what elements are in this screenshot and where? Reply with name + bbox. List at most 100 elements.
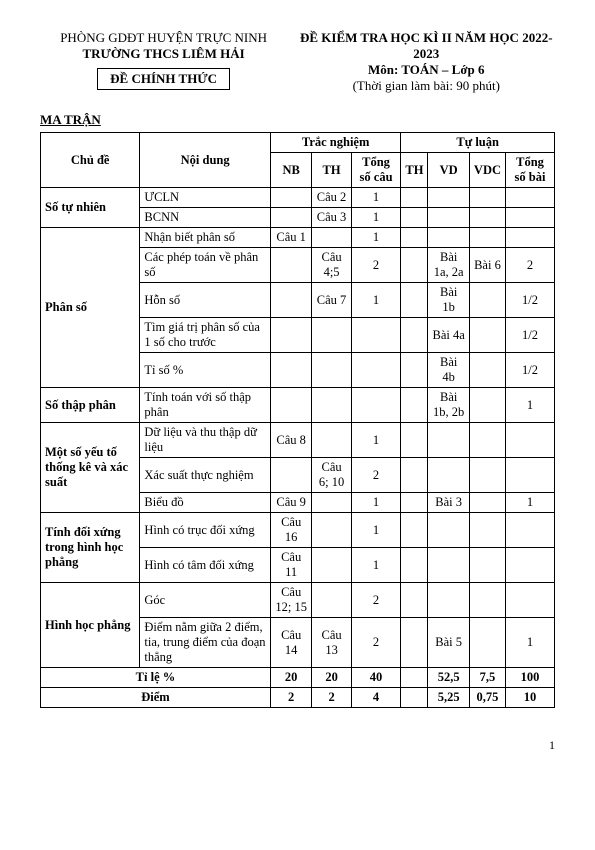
cell-nb — [270, 318, 312, 353]
cell-noi_dung: Hình có tâm đối xứng — [140, 548, 271, 583]
col-tu-luan: Tự luận — [401, 133, 555, 153]
cell-vdc — [469, 458, 505, 493]
cell-tong_bai — [506, 548, 555, 583]
cell-th2 — [401, 283, 428, 318]
cell-vdc — [469, 228, 505, 248]
cell-tong_bai — [506, 208, 555, 228]
cell-th1 — [312, 583, 351, 618]
cell-noi_dung: Biểu đồ — [140, 493, 271, 513]
exam-duration: (Thời gian làm bài: 90 phút) — [298, 78, 556, 94]
cell-nb: Câu 12; 15 — [270, 583, 312, 618]
official-label-box: ĐỀ CHÍNH THỨC — [97, 68, 230, 90]
exam-title: ĐỀ KIỂM TRA HỌC KÌ II NĂM HỌC 2022-2023 — [298, 30, 556, 62]
cell-nb — [270, 388, 312, 423]
cell-th1: Câu 6; 10 — [312, 458, 351, 493]
footer-row: Điểm2245,250,7510 — [41, 688, 555, 708]
chu-de-cell: Số thập phân — [41, 388, 140, 423]
cell-nb: Câu 9 — [270, 493, 312, 513]
footer-cell — [401, 688, 428, 708]
cell-nb: Câu 11 — [270, 548, 312, 583]
cell-th2 — [401, 188, 428, 208]
cell-th2 — [401, 513, 428, 548]
cell-nb: Câu 16 — [270, 513, 312, 548]
cell-nb — [270, 248, 312, 283]
org-line-2: TRƯỜNG THCS LIÊM HẢI — [40, 46, 287, 62]
cell-th1 — [312, 513, 351, 548]
footer-label: Tỉ lệ % — [41, 668, 271, 688]
cell-vd — [428, 458, 470, 493]
cell-vdc — [469, 208, 505, 228]
footer-cell: 20 — [312, 668, 351, 688]
cell-th2 — [401, 618, 428, 668]
cell-vd — [428, 208, 470, 228]
footer-cell: 20 — [270, 668, 312, 688]
cell-th2 — [401, 248, 428, 283]
cell-vdc — [469, 513, 505, 548]
cell-tong_bai: 1/2 — [506, 318, 555, 353]
chu-de-cell: Hình học phẳng — [41, 583, 140, 668]
col-tong-bai: Tổng số bài — [506, 153, 555, 188]
cell-th1 — [312, 548, 351, 583]
footer-label: Điểm — [41, 688, 271, 708]
cell-noi_dung: Tìm giá trị phân số của 1 số cho trước — [140, 318, 271, 353]
cell-nb: Câu 1 — [270, 228, 312, 248]
cell-nb — [270, 458, 312, 493]
footer-cell: 100 — [506, 668, 555, 688]
footer-cell: 52,5 — [428, 668, 470, 688]
cell-tong_cau: 1 — [351, 228, 401, 248]
cell-noi_dung: Dữ liệu và thu thập dữ liệu — [140, 423, 271, 458]
cell-tong_bai: 2 — [506, 248, 555, 283]
cell-vdc — [469, 548, 505, 583]
cell-vdc — [469, 353, 505, 388]
cell-vdc — [469, 618, 505, 668]
cell-vd — [428, 513, 470, 548]
section-title: MA TRẬN — [40, 112, 555, 128]
cell-vd: Bài 5 — [428, 618, 470, 668]
cell-th1 — [312, 493, 351, 513]
cell-tong_bai — [506, 228, 555, 248]
table-row: Hình học phẳngGócCâu 12; 152 — [41, 583, 555, 618]
chu-de-cell: Tính đối xứng trong hình học phẳng — [41, 513, 140, 583]
cell-nb — [270, 188, 312, 208]
cell-nb: Câu 14 — [270, 618, 312, 668]
cell-vdc — [469, 493, 505, 513]
cell-vd — [428, 583, 470, 618]
cell-noi_dung: Tính toán với số thập phân — [140, 388, 271, 423]
footer-cell: 7,5 — [469, 668, 505, 688]
cell-tong_bai — [506, 423, 555, 458]
chu-de-cell: Số tự nhiên — [41, 188, 140, 228]
cell-vd — [428, 228, 470, 248]
matrix-table: Chủ đề Nội dung Trắc nghiệm Tự luận NB T… — [40, 132, 555, 708]
cell-th1 — [312, 318, 351, 353]
cell-noi_dung: Tỉ số % — [140, 353, 271, 388]
cell-th1 — [312, 423, 351, 458]
cell-th2 — [401, 388, 428, 423]
cell-th1: Câu 13 — [312, 618, 351, 668]
cell-th1: Câu 3 — [312, 208, 351, 228]
page-number: 1 — [40, 738, 555, 753]
col-vdc: VDC — [469, 153, 505, 188]
footer-cell: 2 — [312, 688, 351, 708]
cell-noi_dung: Hình có trục đối xứng — [140, 513, 271, 548]
cell-vd — [428, 188, 470, 208]
cell-tong_cau — [351, 318, 401, 353]
col-chu-de: Chủ đề — [41, 133, 140, 188]
cell-tong_cau: 2 — [351, 583, 401, 618]
cell-th2 — [401, 458, 428, 493]
cell-noi_dung: BCNN — [140, 208, 271, 228]
header-left: PHÒNG GDĐT HUYỆN TRỰC NINH TRƯỜNG THCS L… — [40, 30, 287, 94]
cell-tong_cau — [351, 388, 401, 423]
cell-th1 — [312, 228, 351, 248]
cell-tong_cau: 1 — [351, 283, 401, 318]
cell-noi_dung: Điểm nằm giữa 2 điểm, tia, trung điểm củ… — [140, 618, 271, 668]
cell-tong_cau: 2 — [351, 248, 401, 283]
col-th1: TH — [312, 153, 351, 188]
col-tong-cau: Tổng số câu — [351, 153, 401, 188]
cell-vd: Bài 4a — [428, 318, 470, 353]
cell-nb — [270, 283, 312, 318]
cell-tong_bai: 1 — [506, 493, 555, 513]
col-noi-dung: Nội dung — [140, 133, 271, 188]
footer-row: Tỉ lệ %20204052,57,5100 — [41, 668, 555, 688]
col-th2: TH — [401, 153, 428, 188]
cell-th2 — [401, 208, 428, 228]
